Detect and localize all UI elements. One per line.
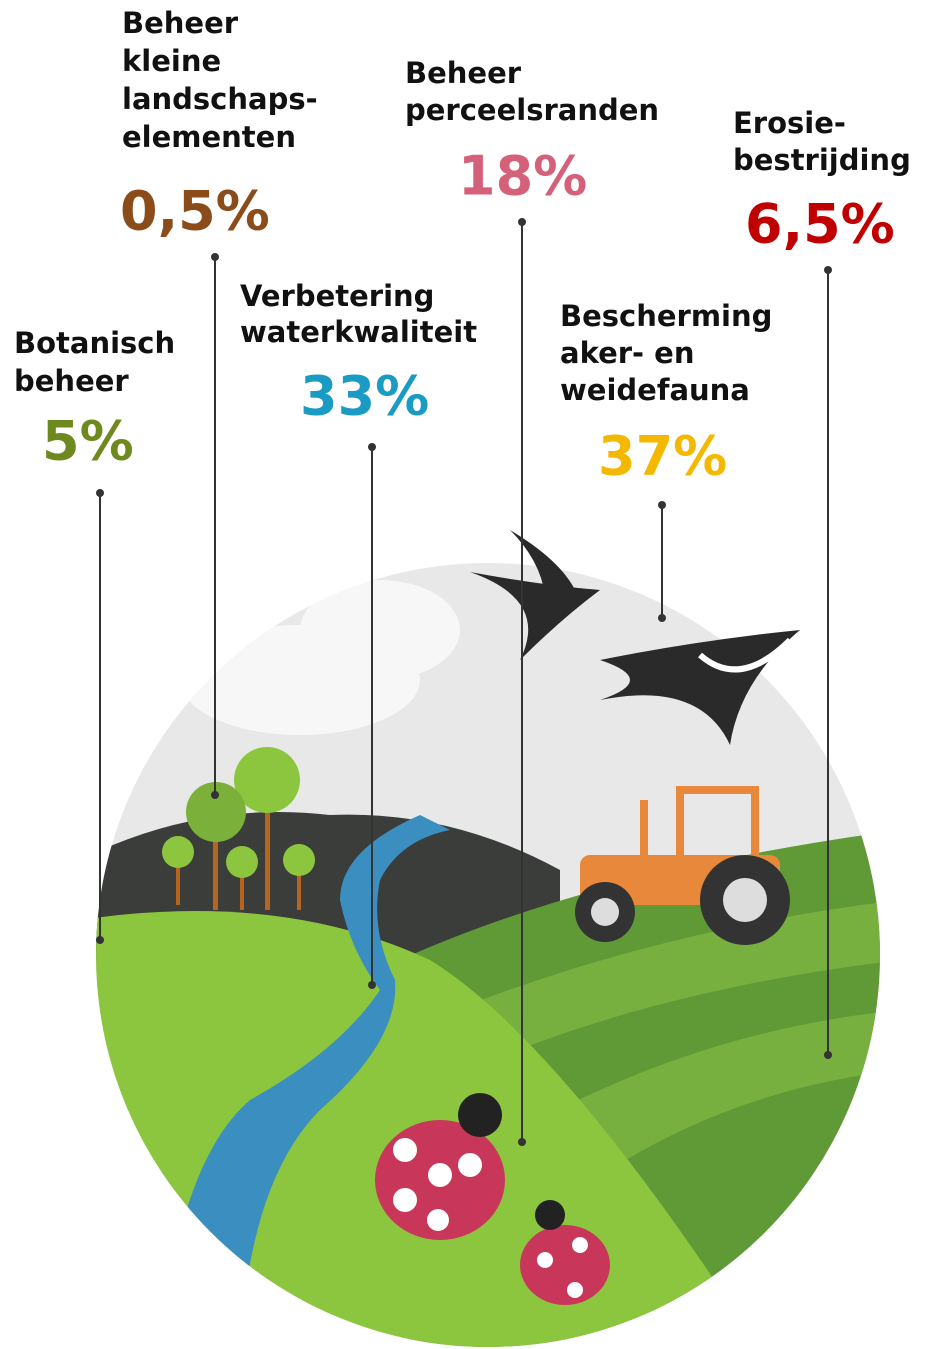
pointer-dot [658,614,666,622]
callout-label: perceelsranden [405,93,659,127]
callout-value: 33% [300,365,429,428]
callout-label: Beheer [405,56,522,90]
callout-label: kleine [122,44,221,78]
callout-label: elementen [122,120,296,154]
pointer-dot [518,1138,526,1146]
callout-label: Botanisch [14,326,175,360]
callout-label: Erosie- [733,106,846,140]
callout-label: bestrijding [733,143,911,177]
pointer-dot [518,218,526,226]
callout-value: 18% [458,145,587,208]
page: {"items": [ {"label": ["Botanisch", "beh… [0,0,929,1349]
pointer-dot [368,443,376,451]
pointer-dot [211,253,219,261]
callout-label: beheer [14,364,129,398]
callout-value: 5% [42,410,134,473]
pointer-dot [96,936,104,944]
callout-label: Bescherming [560,299,772,333]
callout-label: Beheer [122,6,239,40]
callout-value: 0,5% [120,180,270,243]
pointer-dot [96,489,104,497]
pointer-dot [658,501,666,509]
callout-value: 6,5% [745,193,895,256]
infographic: Botanisch beheer 5% Beheer kleine landschaps-… [0,0,929,1349]
callout-label: waterkwaliteit [240,315,477,349]
callout-label: weidefauna [560,373,750,407]
pointer-dot [824,266,832,274]
callout-label: Verbetering [240,279,434,313]
pointer-dot [824,1051,832,1059]
landscape [0,500,929,1349]
callout-value: 37% [598,425,727,488]
callout-label: landschaps- [122,82,318,116]
pointer-dot [211,791,219,799]
callout-label: aker- en [560,336,695,370]
pointer-dot [368,981,376,989]
